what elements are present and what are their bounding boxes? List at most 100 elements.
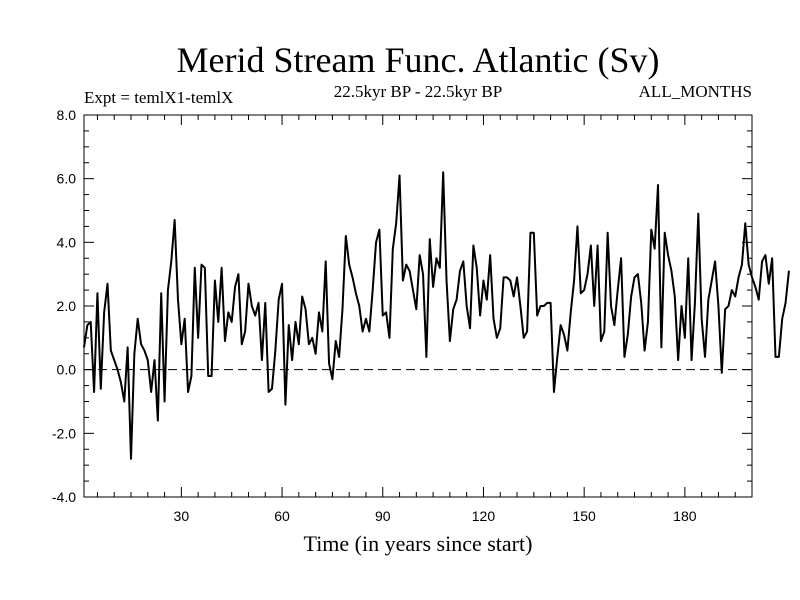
data-point (294, 321, 297, 323)
data-point (298, 343, 300, 345)
data-point (456, 299, 458, 301)
data-point (503, 276, 505, 278)
data-point (200, 264, 203, 266)
data-point (207, 375, 209, 377)
data-point (660, 346, 662, 348)
data-point (744, 222, 746, 224)
data-point (519, 305, 521, 307)
data-point (576, 225, 579, 228)
data-point (637, 273, 639, 275)
x-tick-label: 180 (673, 508, 697, 524)
x-axis-label: Time (in years since start) (304, 531, 533, 556)
data-point (221, 267, 223, 269)
data-point (351, 276, 354, 278)
data-point (761, 260, 763, 263)
data-point (227, 311, 229, 313)
data-point (422, 273, 424, 275)
data-point (623, 356, 626, 358)
data-point (409, 270, 411, 272)
data-point (496, 337, 498, 339)
data-point (385, 311, 387, 313)
data-point (603, 330, 605, 333)
data-point (721, 372, 723, 374)
data-point (388, 337, 391, 339)
data-point (140, 343, 142, 345)
data-point (174, 219, 176, 221)
data-point (153, 359, 156, 361)
data-point (103, 311, 105, 313)
data-point (288, 324, 290, 326)
data-point (774, 356, 777, 358)
data-point (278, 299, 280, 301)
data-point (439, 267, 441, 269)
data-point (96, 292, 99, 294)
data-point (358, 305, 360, 307)
data-point (586, 273, 589, 275)
y-tick-label: 6.0 (57, 171, 77, 187)
data-point (617, 289, 619, 291)
data-point (476, 267, 478, 269)
data-point (781, 318, 783, 320)
y-tick-label: -4.0 (52, 489, 76, 505)
data-point (335, 340, 337, 342)
data-point (345, 235, 347, 237)
data-point (509, 279, 511, 282)
data-point (251, 305, 253, 307)
data-point (506, 276, 508, 278)
y-axis: -4.0 -2.0 0.0 2.0 4.0 6.0 8.0 (52, 107, 752, 505)
data-point (355, 292, 357, 294)
data-point (328, 362, 330, 364)
months-label: ALL_MONTHS (639, 82, 752, 101)
data-point (123, 400, 125, 403)
data-point (633, 276, 636, 278)
data-point (647, 321, 649, 323)
data-point (204, 267, 206, 269)
data-point (620, 257, 622, 259)
data-point (469, 327, 471, 329)
data-point (368, 330, 370, 333)
data-point (274, 349, 276, 352)
data-point (382, 314, 384, 317)
data-point (788, 270, 790, 272)
data-point (563, 334, 565, 336)
data-point (513, 295, 515, 298)
data-point (163, 400, 166, 403)
data-point (325, 260, 327, 263)
data-point (697, 213, 699, 215)
data-point (445, 279, 448, 282)
data-point (338, 356, 340, 358)
data-point (771, 257, 773, 259)
data-point (687, 257, 689, 259)
data-point (157, 420, 159, 422)
data-point (533, 232, 535, 234)
data-point (308, 343, 310, 345)
data-point (177, 299, 179, 301)
data-point (610, 305, 612, 307)
data-point (546, 302, 548, 304)
data-point (613, 324, 615, 326)
data-point (768, 283, 770, 285)
data-point (737, 276, 740, 278)
data-point (667, 254, 669, 256)
plot-frame (83, 114, 753, 498)
data-point (543, 305, 545, 307)
data-point (489, 254, 491, 256)
data-point (93, 391, 95, 393)
data-point (90, 321, 92, 323)
data-point (180, 343, 182, 345)
data-point (516, 276, 518, 278)
data-point (727, 305, 730, 307)
data-point (640, 302, 642, 304)
data-point (549, 302, 552, 304)
data-point (607, 232, 609, 234)
data-point (113, 359, 115, 361)
data-point (372, 289, 374, 291)
data-point (170, 260, 172, 263)
data-point (677, 359, 679, 361)
data-point (237, 273, 240, 275)
data-point (100, 388, 102, 390)
data-point (724, 308, 726, 310)
data-point (271, 388, 273, 390)
chart-title: Merid Stream Func. Atlantic (Sv) (177, 40, 660, 80)
data-point (110, 349, 112, 352)
